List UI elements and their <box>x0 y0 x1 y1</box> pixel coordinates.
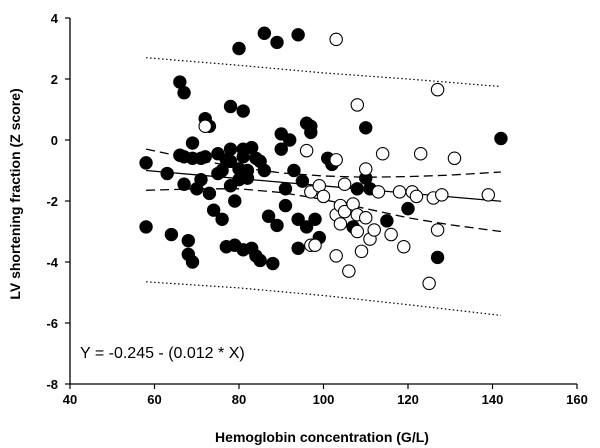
filled-point <box>228 194 242 208</box>
filled-point <box>287 163 301 178</box>
filled-point <box>215 212 229 227</box>
y-tick-label: -8 <box>46 377 58 392</box>
open-point <box>435 188 449 202</box>
y-axis-title: LV shortening fraction (Z score) <box>7 88 23 299</box>
open-point <box>329 32 343 47</box>
x-axis-title: Hemoglobin concentration (G/L) <box>215 429 429 445</box>
filled-point <box>257 26 272 40</box>
x-tick-label: 100 <box>313 392 335 407</box>
open-point <box>371 185 386 199</box>
filled-point <box>177 177 191 191</box>
prediction-band-lower <box>146 281 501 316</box>
y-tick-label: 2 <box>51 72 58 87</box>
open-point <box>329 249 343 263</box>
filled-point <box>283 133 297 147</box>
filled-point <box>257 163 272 178</box>
open-point <box>422 276 436 291</box>
axes-layer: 40 60 80 100 120 140 160 4 2 0 -2 -4 -6 -8 <box>46 11 587 407</box>
filled-point <box>359 121 373 135</box>
filled-point <box>274 142 288 156</box>
filled-point <box>198 150 212 164</box>
x-tick-label: 140 <box>482 392 504 407</box>
x-tick-label: 80 <box>232 392 246 407</box>
filled-point <box>291 241 305 255</box>
filled-point <box>240 171 255 185</box>
filled-point <box>380 214 394 228</box>
x-tick-label: 40 <box>63 392 77 407</box>
filled-point <box>139 220 153 234</box>
open-point <box>337 204 352 219</box>
open-point <box>350 224 365 239</box>
open-point <box>430 223 445 237</box>
y-tick-label: 4 <box>51 11 59 26</box>
open-point <box>397 240 411 254</box>
filled-point <box>299 220 314 234</box>
y-tick-label: -2 <box>46 194 58 209</box>
x-tick-label: 120 <box>397 392 419 407</box>
filled-point <box>223 142 238 156</box>
points-layer <box>139 26 508 291</box>
filled-point <box>270 35 284 50</box>
filled-point <box>185 255 200 269</box>
open-point <box>430 82 445 97</box>
filled-point <box>206 203 221 217</box>
open-point <box>358 211 373 225</box>
open-point <box>333 217 348 231</box>
filled-point <box>494 131 508 146</box>
open-point <box>198 119 212 134</box>
filled-point <box>223 99 238 114</box>
filled-point <box>295 174 310 188</box>
y-tick-label: -4 <box>46 255 58 270</box>
prediction-band-upper <box>146 57 501 88</box>
open-point <box>316 189 331 204</box>
filled-point <box>401 201 415 216</box>
filled-point <box>185 136 200 150</box>
open-point <box>308 238 322 252</box>
open-point <box>409 189 424 204</box>
filled-point <box>202 186 217 201</box>
filled-point <box>177 86 191 100</box>
open-point <box>337 177 352 191</box>
y-tick-label: 0 <box>51 133 58 148</box>
y-tick-label: -6 <box>46 316 58 331</box>
x-tick-label: 60 <box>147 392 161 407</box>
filled-point <box>291 212 305 227</box>
open-point <box>481 188 496 202</box>
filled-point <box>181 233 196 248</box>
open-point <box>342 264 356 278</box>
filled-point <box>236 104 250 118</box>
filled-point <box>291 28 305 42</box>
filled-point <box>278 182 293 196</box>
open-point <box>367 223 381 237</box>
open-point <box>447 151 462 166</box>
filled-point <box>160 166 174 181</box>
filled-point <box>194 172 208 187</box>
filled-point <box>164 227 179 242</box>
open-point <box>329 153 343 167</box>
open-point <box>413 146 428 161</box>
filled-point <box>430 250 445 265</box>
open-point <box>299 143 314 158</box>
filled-point <box>261 209 276 223</box>
regression-equation: Y = -0.245 - (0.012 * X) <box>80 345 245 362</box>
filled-point <box>223 154 238 169</box>
filled-point <box>350 182 364 196</box>
filled-point <box>266 256 280 271</box>
open-point <box>384 227 398 242</box>
filled-point <box>253 253 267 268</box>
filled-point <box>304 119 318 133</box>
filled-point <box>270 218 284 233</box>
open-point <box>392 185 407 199</box>
filled-point <box>308 212 322 227</box>
filled-point <box>278 198 293 213</box>
open-point <box>358 162 373 176</box>
filled-point <box>139 156 153 170</box>
x-tick-label: 160 <box>566 392 588 407</box>
open-point <box>350 98 365 112</box>
open-point <box>354 244 369 259</box>
filled-point <box>232 41 246 56</box>
open-point <box>375 146 390 161</box>
